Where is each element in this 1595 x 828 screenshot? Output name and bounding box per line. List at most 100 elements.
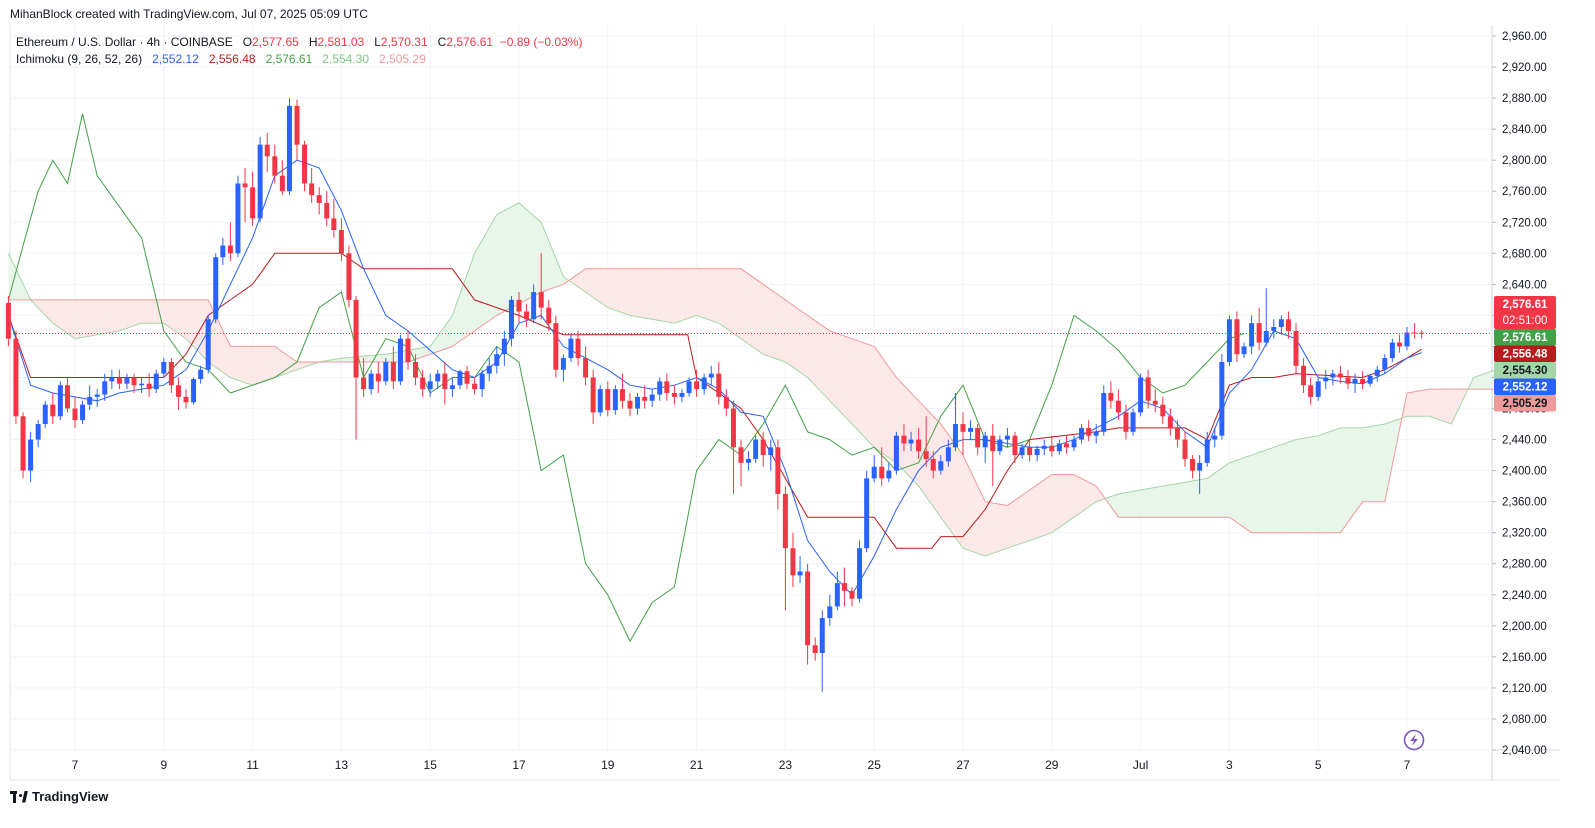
price-tick-label: 2,760.00 bbox=[1502, 186, 1547, 198]
cloud-segment bbox=[1047, 474, 1052, 535]
cloud-segment bbox=[838, 334, 844, 415]
cloud-segment bbox=[665, 268, 670, 323]
cloud-segment bbox=[496, 212, 502, 316]
cloud-segment bbox=[656, 268, 662, 321]
indicator-name[interactable]: Ichimoku (9, 26, 52, 26) bbox=[16, 52, 143, 66]
candle-body bbox=[1182, 439, 1188, 459]
candle-body bbox=[368, 373, 374, 390]
cloud-segment bbox=[598, 268, 604, 305]
tradingview-brand[interactable]: TradingView bbox=[10, 789, 108, 804]
cloud-segment bbox=[967, 464, 972, 552]
candle-body bbox=[701, 377, 707, 390]
cloud-segment bbox=[106, 299, 111, 334]
candle-body bbox=[1330, 373, 1336, 378]
cloud-segment bbox=[869, 344, 875, 448]
candle-body bbox=[730, 408, 736, 448]
candle-body bbox=[612, 389, 618, 411]
cloud-segment bbox=[1473, 375, 1479, 390]
cloud-segment bbox=[590, 268, 595, 299]
cloud-segment bbox=[1162, 485, 1168, 518]
candle-body bbox=[531, 292, 537, 320]
candle-body bbox=[723, 396, 729, 409]
tradingview-logo-icon bbox=[10, 790, 28, 803]
price-tag-text: 2,576.61 bbox=[1503, 332, 1548, 344]
cloud-segment bbox=[616, 268, 622, 313]
price-tag: 2,505.29 bbox=[1494, 395, 1556, 412]
price-tag-bg bbox=[1494, 296, 1556, 329]
time-tick-label: 25 bbox=[868, 758, 882, 772]
cloud-segment bbox=[1149, 487, 1154, 518]
cloud-segment bbox=[1411, 391, 1416, 417]
cloud-segment bbox=[1362, 427, 1368, 502]
price-tag-bg bbox=[1494, 362, 1556, 379]
cloud-segment bbox=[474, 245, 480, 331]
cloud-segment bbox=[70, 299, 75, 339]
cloud-segment bbox=[274, 346, 280, 378]
cloud-segment bbox=[1251, 453, 1257, 533]
candle-body bbox=[768, 447, 774, 456]
cloud-segment bbox=[1002, 504, 1008, 550]
cloud-segment bbox=[1087, 481, 1092, 508]
time-axis: 7 9 11 13 15 17 19 21 23 25 27 29 Jul 3 5 7 bbox=[72, 758, 1411, 772]
cloud-segment bbox=[1069, 474, 1074, 521]
cloud-segment bbox=[727, 268, 733, 333]
price-tick-label: 2,320.00 bbox=[1502, 528, 1547, 540]
cloud-segment bbox=[803, 312, 808, 378]
price-tick-label: 2,080.00 bbox=[1502, 714, 1547, 726]
price-tick-label: 2,880.00 bbox=[1502, 93, 1547, 105]
candle-body bbox=[213, 257, 219, 320]
price-tick-label: 2,240.00 bbox=[1502, 590, 1547, 602]
price-tag-text: 2,552.12 bbox=[1503, 382, 1548, 394]
cloud-segment bbox=[75, 299, 80, 339]
cloud-segment bbox=[461, 278, 466, 341]
symbol-name[interactable]: Ethereum / U.S. Dollar · 4h · COINBASE bbox=[16, 35, 233, 49]
candle-body bbox=[1389, 342, 1395, 359]
time-tick-label: 19 bbox=[601, 758, 615, 772]
cloud-segment bbox=[661, 268, 666, 322]
cloud-segment bbox=[514, 202, 519, 307]
cloud-segment bbox=[97, 299, 102, 335]
cloud-segment bbox=[625, 268, 630, 316]
cloud-segment bbox=[776, 293, 781, 361]
cloud-segment bbox=[794, 306, 799, 372]
cloud-segment bbox=[647, 268, 653, 320]
cloud-segment bbox=[523, 206, 528, 302]
cloud-segment bbox=[492, 214, 497, 319]
lightning-icon[interactable] bbox=[1403, 729, 1425, 751]
cloud-segment bbox=[1153, 486, 1159, 518]
cloud-segment bbox=[48, 299, 53, 324]
candle-body bbox=[1404, 332, 1410, 347]
cloud-segment bbox=[128, 299, 133, 328]
cloud-segment bbox=[678, 268, 684, 322]
candle-body bbox=[94, 394, 100, 397]
candle-body bbox=[1249, 323, 1255, 347]
candle-body bbox=[198, 369, 204, 380]
candle-body bbox=[1278, 319, 1284, 328]
cloud-segment bbox=[194, 299, 200, 353]
cloud-segment bbox=[550, 243, 555, 290]
candle-body bbox=[1345, 377, 1351, 384]
price-tick-label: 2,200.00 bbox=[1502, 621, 1547, 633]
candle-body bbox=[583, 358, 589, 378]
candle-body bbox=[686, 381, 692, 393]
cloud-segment bbox=[1074, 474, 1079, 518]
candle-body bbox=[1367, 375, 1373, 384]
cloud-segment bbox=[603, 268, 608, 308]
cloud-segment bbox=[745, 271, 750, 345]
cloud-segment bbox=[1060, 474, 1066, 527]
cloud-segment bbox=[292, 358, 297, 372]
cloud-segment bbox=[123, 299, 129, 330]
candle-body bbox=[760, 439, 766, 456]
cloud-segment bbox=[634, 268, 639, 317]
cloud-segment bbox=[243, 346, 249, 384]
ichimoku-cloud bbox=[8, 202, 1541, 556]
cloud-segment bbox=[1296, 438, 1301, 533]
cloud-segment bbox=[843, 335, 848, 420]
candle-body bbox=[1256, 323, 1262, 343]
candle-body bbox=[131, 377, 137, 386]
candle-body bbox=[1301, 365, 1307, 386]
cloud-segment bbox=[1278, 444, 1283, 533]
candle-body bbox=[619, 389, 625, 401]
candle-body bbox=[457, 371, 463, 386]
